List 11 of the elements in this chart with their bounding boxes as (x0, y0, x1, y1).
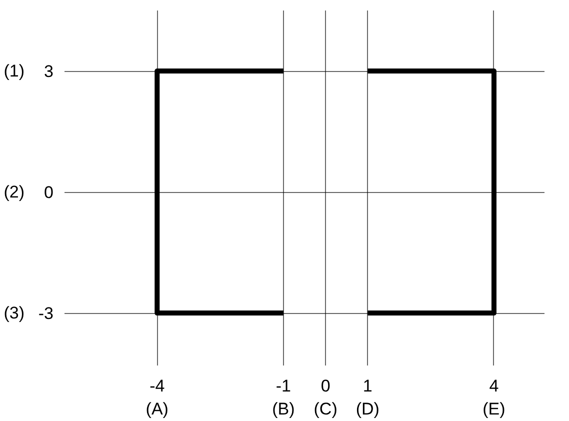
x-tick-label: 4 (E) (482, 376, 506, 418)
y-tick-label: 0 (44, 183, 54, 202)
x-tick-label: -1 (B) (272, 376, 295, 418)
text: (3) (4, 304, 25, 323)
x-tick-label: 1 (D) (356, 376, 380, 418)
x-tick-label: -4 (A) (146, 376, 168, 418)
x-tick-label: 0 (C) (314, 376, 338, 418)
y-tick-label: -3 (38, 304, 54, 324)
text: (1) (4, 62, 25, 81)
y-tick-label: 3 (44, 62, 54, 82)
text: (2) (4, 182, 25, 202)
